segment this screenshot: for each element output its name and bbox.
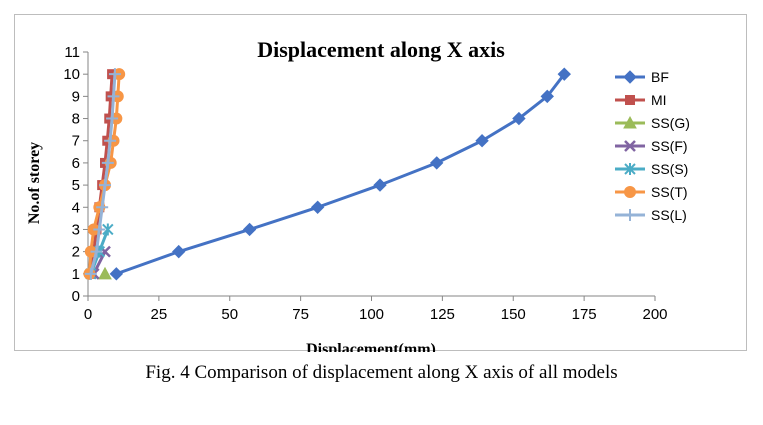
chart-svg: Displacement along X axis 0 1 2 3 4 5 6 7 8 9 10 11…: [26, 37, 690, 352]
legend-label: SS(F): [651, 138, 688, 154]
data-point: [109, 267, 124, 281]
legend-entry: SS(G): [615, 115, 690, 131]
legend-marker: [623, 70, 637, 84]
data-point: [373, 178, 387, 192]
data-point: [172, 244, 186, 259]
legend-entry: BF: [615, 69, 669, 85]
data-point: [557, 67, 571, 81]
series-bf: [109, 67, 571, 281]
chart-frame: Displacement along X axis 0 1 2 3 4 5 6 7 8 9 10 11…: [14, 14, 747, 352]
legend-marker: [625, 95, 635, 105]
series-ss-g-: [98, 266, 112, 280]
data-point: [429, 156, 444, 170]
x-axis-title: Displacement(mm): [306, 341, 436, 352]
data-point: [104, 134, 117, 147]
y-tick-label: 11: [64, 44, 80, 61]
x-tick-label: 125: [430, 306, 455, 323]
y-tick-label: 7: [72, 133, 80, 150]
legend-label: SS(G): [651, 115, 690, 131]
y-tick-label: 3: [72, 221, 80, 238]
figure-caption: Fig. 4 Comparison of displacement along …: [145, 362, 618, 383]
series-ss-l-: [84, 68, 121, 280]
chart-title: Displacement along X axis: [257, 37, 505, 62]
x-tick-label: 0: [84, 306, 92, 323]
data-point: [108, 68, 121, 81]
series-line: [89, 74, 114, 275]
x-tick-label: 50: [221, 306, 238, 323]
x-tick-label: 200: [642, 306, 667, 323]
x-tick-label: 175: [572, 306, 597, 323]
x-tick-label: 75: [292, 306, 309, 323]
series-line: [115, 73, 566, 276]
y-tick-label: 6: [72, 155, 80, 172]
data-point: [84, 267, 97, 280]
y-tick-label: 2: [72, 244, 80, 261]
data-point: [512, 111, 526, 126]
x-tick-label: 25: [151, 306, 168, 323]
data-point: [99, 179, 112, 192]
data-point: [98, 266, 112, 280]
series-line: [89, 74, 117, 275]
y-tick-label: 10: [63, 66, 80, 83]
legend-marker: [624, 209, 636, 221]
data-point: [310, 200, 325, 214]
chart-legend: BF MI SS(G) SS(F) SS(S) SS(T) SS(L): [615, 69, 690, 223]
legend-entry: SS(S): [615, 161, 688, 177]
data-point: [93, 223, 106, 236]
y-tick-label: 8: [72, 111, 80, 128]
legend-entry: MI: [615, 92, 667, 108]
legend-marker: [624, 140, 636, 152]
data-point: [540, 89, 554, 104]
data-point: [102, 223, 114, 236]
legend-marker: [623, 115, 637, 129]
data-point: [101, 156, 114, 169]
data-point: [106, 112, 119, 125]
y-tick-label: 4: [72, 199, 80, 216]
legend-label: BF: [651, 69, 669, 85]
legend-label: SS(T): [651, 184, 688, 200]
data-point: [90, 245, 103, 258]
y-tick-label: 1: [72, 266, 80, 283]
legend-entry: SS(T): [615, 184, 688, 200]
x-tick-label: 100: [359, 306, 384, 323]
legend-entry: SS(L): [615, 207, 687, 223]
y-tick-label: 0: [72, 288, 80, 305]
legend-label: SS(L): [651, 207, 687, 223]
y-tick-label: 9: [72, 88, 80, 105]
legend-entry: SS(F): [615, 138, 688, 154]
data-point: [242, 222, 257, 237]
legend-label: SS(S): [651, 161, 688, 177]
legend-marker: [624, 186, 636, 198]
data-point: [475, 134, 489, 148]
data-point: [107, 90, 120, 103]
legend-marker: [624, 163, 636, 175]
x-tick-label: 150: [501, 306, 526, 323]
data-point: [96, 201, 109, 214]
series-layer: [83, 67, 571, 281]
chart-axes: 0 1 2 3 4 5 6 7 8 9 10 11 0 25 50 75 100 125 150 175 200: [63, 44, 667, 323]
y-tick-label: 5: [72, 177, 80, 194]
y-axis-title: No.of storey: [26, 142, 43, 224]
legend-label: MI: [651, 92, 667, 108]
